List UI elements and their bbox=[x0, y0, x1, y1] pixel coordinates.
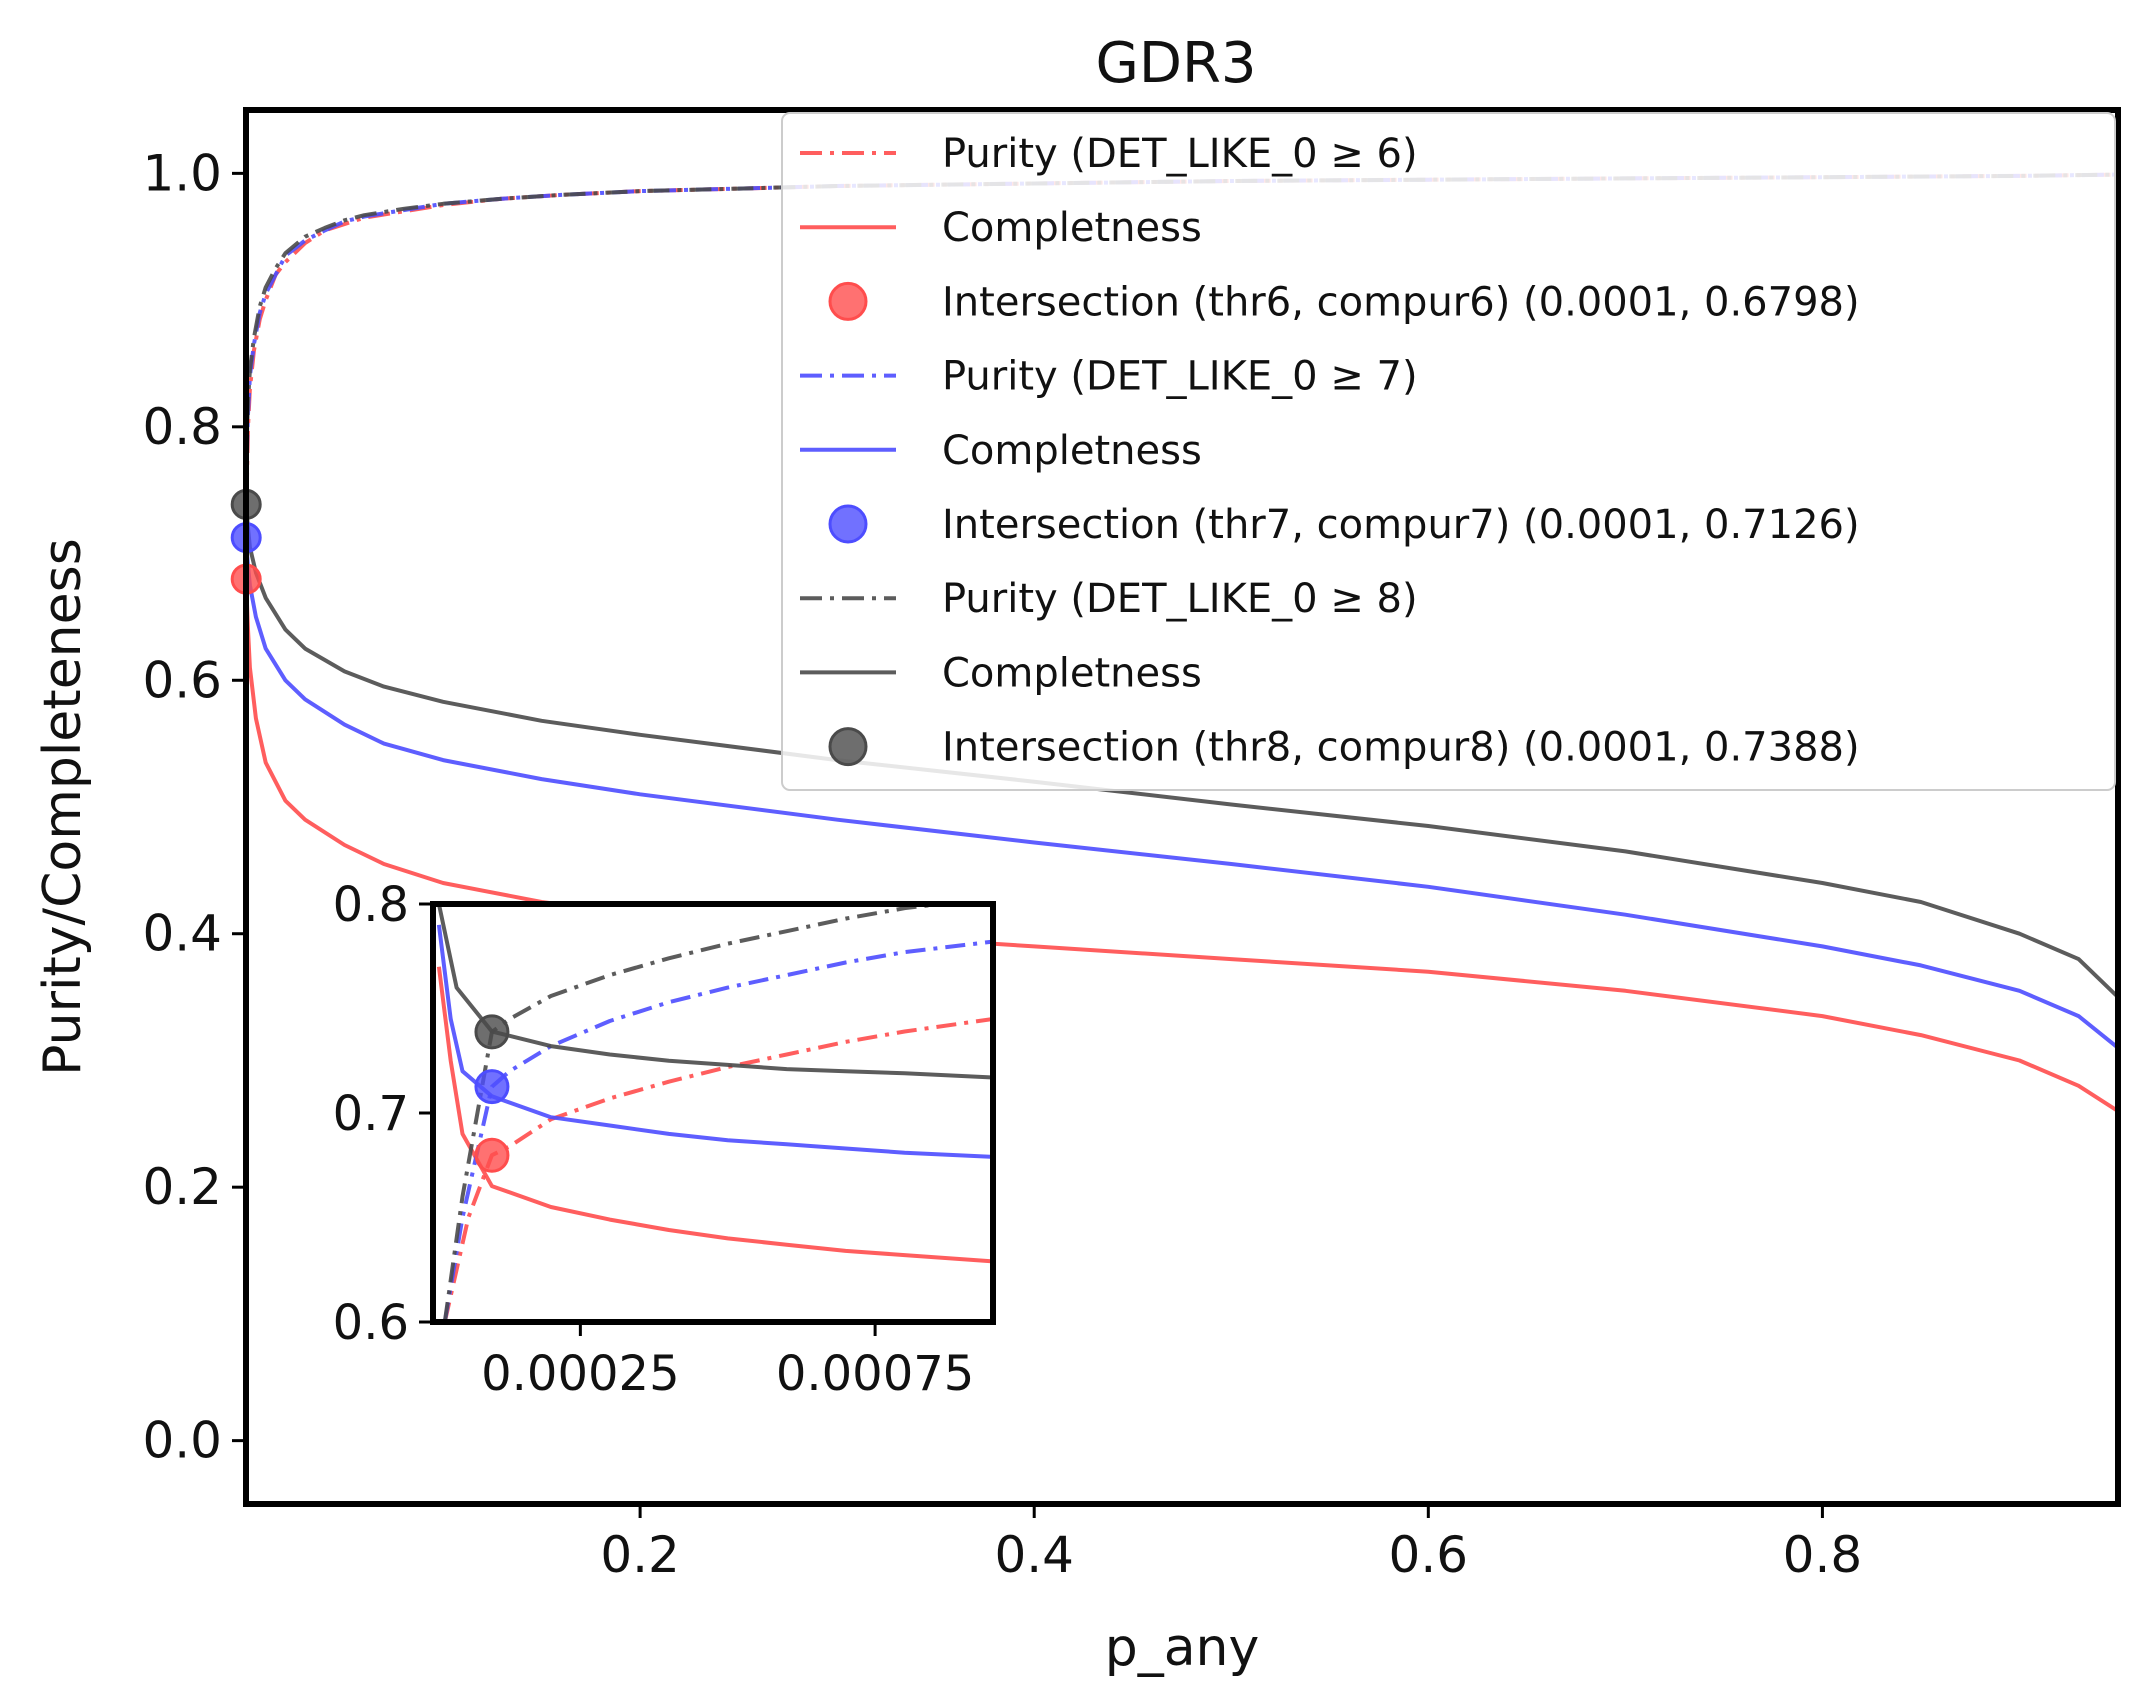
main-plot-frame bbox=[243, 107, 2121, 1507]
legend-marker-thr8 bbox=[828, 727, 868, 767]
legend-entry-label: Completness bbox=[942, 428, 1202, 474]
inset-intersection-point-thr8 bbox=[474, 1014, 510, 1050]
main-axis-ticks: 0.2 0.4 0.6 0.8 0.0 0.2 0.4 0.6 0.8 1.0 bbox=[142, 144, 1862, 1584]
main-y-tick-label: 0.4 bbox=[142, 905, 222, 963]
legend-box bbox=[781, 112, 2116, 791]
legend-entry-label: Intersection (thr7, compur7) (0.0001, 0.… bbox=[942, 502, 1860, 548]
legend-entry-label: Completness bbox=[942, 205, 1202, 251]
legend-entry-label: Intersection (thr6, compur6) (0.0001, 0.… bbox=[942, 279, 1860, 325]
main-x-tick-label: 0.8 bbox=[1783, 1526, 1863, 1584]
main-x-tick-label: 0.4 bbox=[994, 1526, 1074, 1584]
inset-zoom-plot: 0.00025 0.00075 0.6 0.7 0.8 bbox=[333, 877, 996, 1402]
legend: Purity (DET_LIKE_0 ≥ 6) Completness Inters… bbox=[781, 112, 2116, 791]
legend-entry-label: Completness bbox=[942, 650, 1202, 696]
main-x-tick-label: 0.6 bbox=[1389, 1526, 1469, 1584]
main-line-thr8-completeness bbox=[246, 502, 2118, 999]
main-y-tick-label: 1.0 bbox=[142, 144, 222, 202]
legend-entry-label: Purity (DET_LIKE_0 ≥ 8) bbox=[942, 576, 1418, 622]
legend-entries: Purity (DET_LIKE_0 ≥ 6) Completness Inters… bbox=[800, 131, 1860, 771]
inset-y-tick-label: 0.8 bbox=[333, 877, 409, 933]
inset-background bbox=[433, 904, 993, 1322]
inset-line-thr8-completeness bbox=[436, 904, 993, 1080]
inset-line-thr7-purity bbox=[442, 939, 993, 1322]
inset-y-tick-label: 0.6 bbox=[333, 1295, 409, 1351]
main-line-thr6-purity bbox=[246, 172, 2118, 579]
inset-line-thr6-completeness bbox=[436, 966, 993, 1264]
legend-entry-label: Purity (DET_LIKE_0 ≥ 6) bbox=[942, 131, 1418, 177]
y-axis-label: Purity/Completeness bbox=[33, 538, 93, 1076]
inset-plot-data bbox=[436, 904, 993, 1322]
x-axis-label: p_any bbox=[1105, 1618, 1260, 1678]
inset-line-thr8-purity bbox=[442, 904, 957, 1322]
main-x-tick-label: 0.2 bbox=[600, 1526, 680, 1584]
main-y-tick-label: 0.8 bbox=[142, 398, 222, 456]
inset-x-tick-label: 0.00025 bbox=[481, 1346, 680, 1402]
inset-axis-ticks: 0.00025 0.00075 0.6 0.7 0.8 bbox=[333, 877, 975, 1402]
legend-entry-label: Purity (DET_LIKE_0 ≥ 7) bbox=[942, 354, 1418, 400]
inset-intersection-point-thr7 bbox=[474, 1069, 510, 1105]
inset-x-tick-label: 0.00075 bbox=[776, 1346, 975, 1402]
legend-marker-thr6 bbox=[828, 281, 868, 321]
legend-entry-label: Intersection (thr8, compur8) (0.0001, 0.… bbox=[942, 725, 1860, 771]
inset-y-tick-label: 0.7 bbox=[333, 1086, 409, 1142]
main-line-thr7-completeness bbox=[246, 540, 2118, 1050]
main-y-tick-label: 0.0 bbox=[142, 1412, 222, 1470]
inset-line-thr7-completeness bbox=[436, 924, 993, 1159]
inset-intersection-point-thr6 bbox=[474, 1137, 510, 1173]
chart-title: GDR3 bbox=[1095, 31, 1256, 96]
main-y-tick-label: 0.6 bbox=[142, 651, 222, 709]
legend-marker-thr7 bbox=[828, 504, 868, 544]
main-y-tick-label: 0.2 bbox=[142, 1158, 222, 1216]
